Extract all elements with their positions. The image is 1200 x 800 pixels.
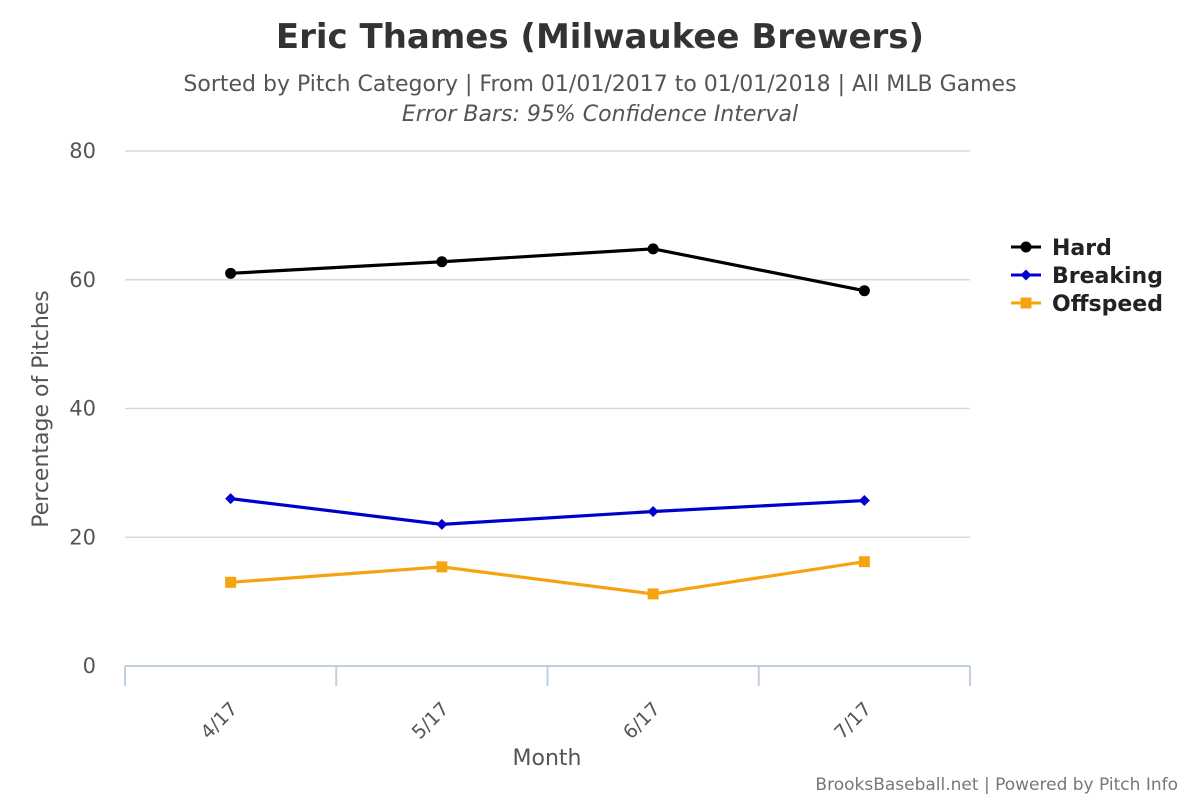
chart-subtitle: Sorted by Pitch Category | From 01/01/20… [183,72,1016,97]
data-point-offspeed [647,588,659,600]
legend-marker-offspeed [1020,297,1032,309]
y-tick-label: 80 [69,139,96,163]
x-tick-label: 7/17 [830,698,876,744]
legend-item-hard[interactable]: Hard [1011,236,1112,261]
data-point-hard [436,256,448,268]
data-point-breaking [647,506,659,517]
series-line-hard [230,247,865,293]
data-point-offspeed [858,556,870,568]
x-tick-label: 5/17 [408,698,454,744]
y-tick-label: 40 [69,397,96,421]
x-tick-label: 4/17 [196,698,242,744]
y-tick-label: 20 [69,525,96,549]
data-point-hard [858,285,870,297]
legend-marker-hard [1020,241,1032,253]
series [225,243,870,600]
series-offspeed [225,556,870,600]
legend-marker-breaking [1020,269,1032,281]
data-point-breaking [858,495,870,507]
y-axis-ticks: 0 20 40 60 80 [69,139,96,678]
data-point-breaking [436,518,448,530]
data-point-hard [225,267,237,279]
legend: Hard Breaking Offspeed [1011,236,1163,317]
data-point-hard [647,243,659,255]
legend-item-breaking[interactable]: Breaking [1011,264,1163,289]
y-tick-label: 0 [83,654,96,678]
x-tick-label: 6/17 [619,698,665,744]
data-point-offspeed [225,576,237,588]
chart-title: Eric Thames (Milwaukee Brewers) [276,17,924,57]
y-tick-label: 60 [69,268,96,292]
credits: BrooksBaseball.net | Powered by Pitch In… [815,775,1178,795]
legend-label-offspeed: Offspeed [1052,292,1163,317]
gridlines [125,150,970,538]
legend-label-breaking: Breaking [1052,264,1163,289]
legend-label-hard: Hard [1052,236,1112,261]
data-point-offspeed [436,561,448,573]
y-axis-title: Percentage of Pitches [29,290,54,528]
series-breaking [225,493,870,530]
series-line-offspeed [230,560,865,596]
series-line-breaking [230,497,865,526]
series-hard [225,243,870,297]
data-point-breaking [225,493,237,505]
legend-item-offspeed[interactable]: Offspeed [1011,292,1163,317]
x-axis-title: Month [513,746,582,771]
chart-subtitle-error-bars: Error Bars: 95% Confidence Interval [402,102,798,127]
x-axis: 4/17 5/17 6/17 7/17 [124,665,971,744]
